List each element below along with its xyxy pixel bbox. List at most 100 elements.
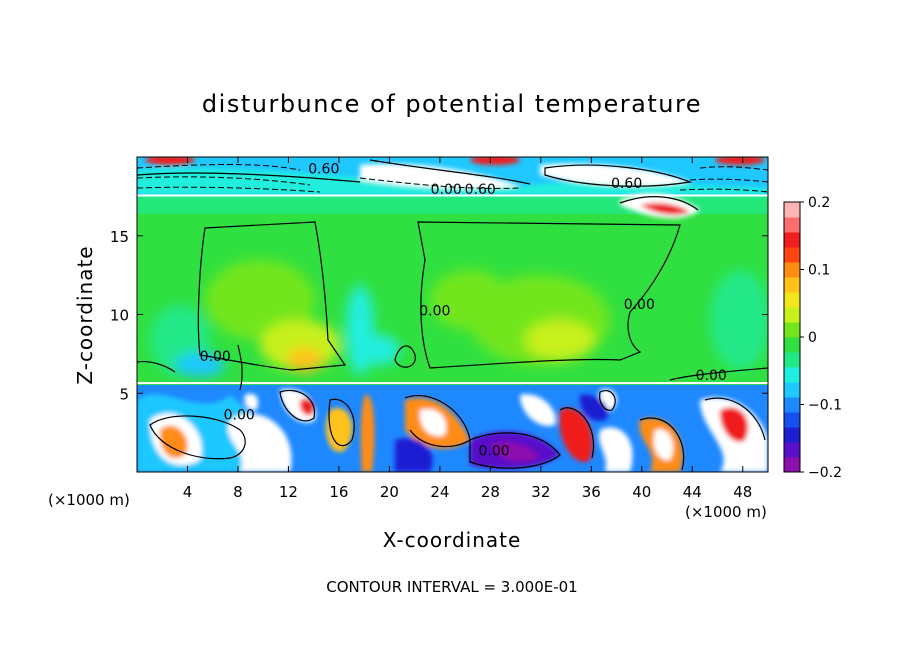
contour-line bbox=[149, 415, 246, 460]
contour-line-dashed bbox=[359, 177, 521, 189]
colorbar-swatch bbox=[784, 442, 800, 458]
x-tick-label: 8 bbox=[233, 483, 243, 501]
colorbar-tick-label: 0.1 bbox=[808, 263, 830, 279]
colorbar-tick-label: 0.2 bbox=[808, 195, 830, 211]
contour-line-dashed bbox=[679, 188, 768, 193]
colorbar-swatch bbox=[784, 277, 800, 293]
x-tick-label: 48 bbox=[733, 483, 752, 501]
field-patch bbox=[360, 394, 375, 472]
contour-line bbox=[639, 417, 685, 471]
colorbar-swatch bbox=[784, 352, 800, 368]
contour-line bbox=[279, 389, 316, 422]
x-tick-label: 44 bbox=[683, 483, 702, 501]
field-patch bbox=[137, 168, 768, 195]
contour-line bbox=[137, 360, 176, 373]
contour-line bbox=[669, 367, 768, 381]
x-tick-label: 12 bbox=[279, 483, 298, 501]
field-patch bbox=[719, 407, 749, 442]
contour-line-dashed bbox=[137, 176, 311, 186]
field-patch bbox=[653, 429, 674, 461]
colorbar-swatch bbox=[784, 202, 800, 218]
y-tick-label: 5 bbox=[119, 385, 129, 403]
contour-line bbox=[137, 172, 361, 183]
field-patch bbox=[325, 408, 353, 452]
colorbar-swatch bbox=[784, 217, 800, 233]
colorbar-swatch bbox=[784, 367, 800, 383]
x-tick-label: 20 bbox=[380, 483, 399, 501]
colorbar-tick-label: −0.1 bbox=[808, 398, 842, 414]
x-axis: 4 8 12 16 20 24 28 32 36 40 44 48 bbox=[183, 157, 752, 501]
colorbar-swatch bbox=[784, 397, 800, 413]
contour-line bbox=[369, 159, 531, 185]
contour-line bbox=[544, 164, 693, 187]
x-tick-label: 36 bbox=[582, 483, 601, 501]
x-unit-label-left: (×1000 m) bbox=[48, 491, 130, 509]
contour-line bbox=[328, 398, 355, 447]
plot-area: 0.600.60 0.600.000.00 0.000.000.000.000.00 bbox=[137, 157, 768, 472]
contour-label: 0.00 bbox=[200, 349, 231, 365]
x-tick-label: 4 bbox=[183, 483, 193, 501]
contour-line-dashed bbox=[699, 166, 768, 171]
field-patch bbox=[244, 393, 259, 411]
field-patch bbox=[470, 157, 520, 165]
contour-line-dashed bbox=[137, 186, 321, 193]
colorbar-swatch bbox=[784, 262, 800, 278]
contour-lines bbox=[137, 159, 768, 471]
field-patch bbox=[520, 394, 556, 426]
colorbar-swatch bbox=[784, 457, 800, 473]
colorbar: 0.2 0.1 0 −0.1 −0.2 bbox=[783, 195, 842, 481]
contour-line-zero-left bbox=[197, 221, 347, 371]
field-patch bbox=[299, 398, 315, 416]
contour-line bbox=[559, 407, 595, 459]
contour-label: 0.60 bbox=[465, 182, 496, 198]
colorbar-swatch bbox=[784, 292, 800, 308]
x-unit-label-right: (×1000 m) bbox=[685, 503, 767, 521]
contour-line-dashed bbox=[137, 164, 301, 171]
x-tick-label: 24 bbox=[430, 483, 449, 501]
contour-lines-negative bbox=[137, 164, 768, 193]
lower-layer-turbulence bbox=[137, 389, 768, 472]
x-axis-label: X-coordinate bbox=[383, 528, 522, 552]
field-patch bbox=[540, 163, 690, 186]
contour-label: 0.00 bbox=[431, 182, 462, 198]
contour-line bbox=[704, 397, 766, 441]
colorbar-tick-label: 0 bbox=[808, 330, 817, 346]
field-patch bbox=[710, 270, 768, 370]
colorbar-swatch bbox=[784, 337, 800, 353]
contour-line-dashed bbox=[689, 178, 768, 183]
colorbar-swatch bbox=[784, 322, 800, 338]
colorbar-swatch bbox=[784, 307, 800, 323]
field-patch bbox=[227, 413, 292, 472]
chart-title: disturbunce of potential temperature bbox=[202, 90, 702, 118]
contour-line bbox=[469, 432, 561, 469]
y-tick-label: 10 bbox=[110, 307, 129, 325]
x-tick-label: 28 bbox=[481, 483, 500, 501]
colorbar-tick-label: −0.2 bbox=[808, 465, 842, 481]
colorbar-swatch bbox=[784, 412, 800, 428]
y-axis: 5 10 15 bbox=[110, 228, 768, 403]
contour-line bbox=[599, 390, 616, 411]
field-patch bbox=[175, 353, 225, 377]
field-patch bbox=[525, 320, 595, 360]
contour-label: 0.00 bbox=[479, 444, 510, 460]
contour-label: 0.00 bbox=[224, 407, 255, 423]
contour-label-layer: 0.600.60 0.600.000.00 0.000.000.000.000.00 bbox=[200, 162, 727, 460]
field-patch bbox=[145, 157, 195, 165]
contour-label: 0.00 bbox=[696, 368, 727, 384]
field-patch bbox=[559, 408, 593, 462]
field-patch bbox=[490, 442, 540, 462]
colorbar-swatch bbox=[784, 382, 800, 398]
contour-interval-note: CONTOUR INTERVAL = 3.000E-01 bbox=[326, 578, 577, 596]
field-patch bbox=[640, 202, 690, 215]
field-patch bbox=[419, 409, 447, 437]
colorbar-swatch bbox=[784, 232, 800, 248]
colorbar-swatch bbox=[784, 247, 800, 263]
stratosphere-band bbox=[137, 196, 768, 214]
field-patch bbox=[430, 270, 510, 330]
colorbar-swatch bbox=[784, 427, 800, 443]
contour-line-zero-right bbox=[417, 221, 681, 369]
contour-label: 0.60 bbox=[611, 176, 642, 192]
x-tick-label: 32 bbox=[531, 483, 550, 501]
contour-label: 0.00 bbox=[624, 297, 655, 313]
